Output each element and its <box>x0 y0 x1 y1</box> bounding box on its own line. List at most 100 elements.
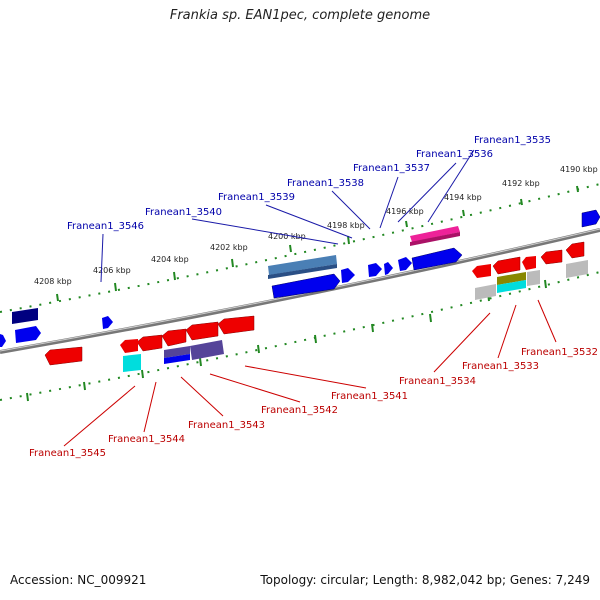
leader-3534 <box>433 312 491 373</box>
gene-block-slate-3542[interactable] <box>190 340 224 360</box>
gene-label-3536[interactable]: Franean1_3536 <box>416 149 493 160</box>
tick-mark <box>405 220 408 228</box>
gene-arrow-3532b[interactable] <box>540 249 563 265</box>
tick-mark <box>26 392 29 402</box>
genome-backbone <box>0 228 600 354</box>
accession-text: Accession: NC_009921 <box>10 573 147 587</box>
leader-3542 <box>209 373 301 403</box>
gene-block-grey-3533[interactable] <box>527 270 540 286</box>
leader-3536 <box>397 162 457 223</box>
tick-label-4202: 4202 kbp <box>210 243 248 252</box>
tick-mark <box>257 344 260 354</box>
genome-backbone-highlight <box>0 228 600 352</box>
gene-block-grey-3534[interactable] <box>475 284 496 300</box>
tick-label-4196: 4196 kbp <box>386 207 424 216</box>
gene-arrow-3538a[interactable] <box>384 262 393 275</box>
reverse-leaders <box>63 299 557 447</box>
gene-block-grey-3532[interactable] <box>566 260 588 278</box>
lower-major-ticks <box>26 279 547 402</box>
tick-label-4190: 4190 kbp <box>560 165 598 174</box>
gene-label-3543[interactable]: Franean1_3543 <box>188 420 265 431</box>
tick-mark <box>576 185 579 193</box>
tick-label-4200: 4200 kbp <box>268 232 306 241</box>
gene-arrow-3546[interactable] <box>102 316 113 329</box>
gene-label-3540[interactable]: Franean1_3540 <box>145 207 222 218</box>
gene-arrow-3534b[interactable] <box>472 264 491 278</box>
gene-label-3538[interactable]: Franean1_3538 <box>287 178 364 189</box>
gene-arrow-3539[interactable] <box>341 268 355 283</box>
leader-3533 <box>497 304 517 359</box>
leader-3532 <box>537 299 557 343</box>
gene-label-3544[interactable]: Franean1_3544 <box>108 434 185 445</box>
reverse-strand-genes <box>44 241 588 372</box>
gene-block-navy[interactable] <box>12 308 38 324</box>
gene-label-3534[interactable]: Franean1_3534 <box>399 376 476 387</box>
gene-block-cyan-3545[interactable] <box>123 354 141 372</box>
gene-label-3539[interactable]: Franean1_3539 <box>218 192 295 203</box>
gene-label-3532[interactable]: Franean1_3532 <box>521 347 598 358</box>
genome-summary-text: Topology: circular; Length: 8,982,042 bp… <box>260 573 590 587</box>
tick-label-4206: 4206 kbp <box>93 266 131 275</box>
tick-mark <box>199 357 202 367</box>
leader-3540 <box>191 218 339 245</box>
leader-3544 <box>143 381 157 433</box>
gene-arrow-3545[interactable] <box>44 346 83 366</box>
gene-arrow-3534[interactable] <box>492 256 521 275</box>
gene-block-blue-3543[interactable] <box>164 354 190 364</box>
gene-arrow-3542[interactable] <box>185 321 219 341</box>
gene-block-3540[interactable] <box>268 255 337 275</box>
tick-mark <box>231 258 234 268</box>
forward-leaders <box>100 149 475 283</box>
tick-mark <box>83 381 86 391</box>
gene-block-3540-shadow <box>268 264 337 279</box>
tick-mark <box>314 334 317 344</box>
map-title: Frankia sp. EAN1pec, complete genome <box>169 8 431 23</box>
gene-arrow-3536[interactable] <box>410 226 460 242</box>
gene-label-3541[interactable]: Franean1_3541 <box>331 391 408 402</box>
gene-arrow-3543[interactable] <box>161 328 187 347</box>
gene-arrow-3541[interactable] <box>217 315 255 335</box>
tick-mark <box>347 235 350 245</box>
tick-label-4192: 4192 kbp <box>502 179 540 188</box>
leader-3543 <box>180 376 224 417</box>
leader-3538 <box>331 190 371 230</box>
tick-mark <box>141 369 144 379</box>
leader-3545 <box>63 385 136 447</box>
leader-3535 <box>427 149 475 223</box>
tick-mark <box>544 279 547 289</box>
gene-label-3545[interactable]: Franean1_3545 <box>29 448 106 459</box>
tick-label-4198: 4198 kbp <box>327 221 365 230</box>
gene-label-3535[interactable]: Franean1_3535 <box>474 135 551 146</box>
leader-3539 <box>265 204 353 239</box>
gene-arrow-3536b[interactable] <box>411 247 463 271</box>
gene-block-olive-3533[interactable] <box>497 272 526 285</box>
tick-label-4194: 4194 kbp <box>444 193 482 202</box>
leader-3541 <box>244 365 367 389</box>
gene-label-3542[interactable]: Franean1_3542 <box>261 405 338 416</box>
gene-arrow-3544[interactable] <box>136 334 163 352</box>
gene-arrow-left-blue[interactable] <box>15 326 41 343</box>
gene-arrow-3535[interactable] <box>581 209 600 228</box>
tick-mark <box>114 282 117 292</box>
gene-arrow-3537[interactable] <box>398 257 412 271</box>
gene-arrow-edge-blue[interactable] <box>0 334 6 347</box>
gene-arrow-3533a[interactable] <box>522 256 536 270</box>
tick-mark <box>56 293 59 302</box>
gene-label-3537[interactable]: Franean1_3537 <box>353 163 430 174</box>
gene-label-3533[interactable]: Franean1_3533 <box>462 361 539 372</box>
tick-mark <box>520 198 523 206</box>
gene-arrow-3544b[interactable] <box>120 339 138 353</box>
tick-mark <box>462 209 465 217</box>
tick-mark <box>173 271 176 281</box>
gene-arrow-3532a[interactable] <box>565 241 585 259</box>
tick-mark <box>289 244 292 253</box>
gene-block-cyan-3533[interactable] <box>497 280 526 293</box>
gene-arrow-3540[interactable] <box>271 273 341 299</box>
forward-strand-genes <box>0 209 600 347</box>
gene-arrow-3538b[interactable] <box>368 263 382 277</box>
gene-label-3546[interactable]: Franean1_3546 <box>67 221 144 232</box>
upper-major-ticks <box>56 185 579 302</box>
gene-arrow-3536-shadow <box>410 232 460 246</box>
tick-mark <box>371 323 374 333</box>
